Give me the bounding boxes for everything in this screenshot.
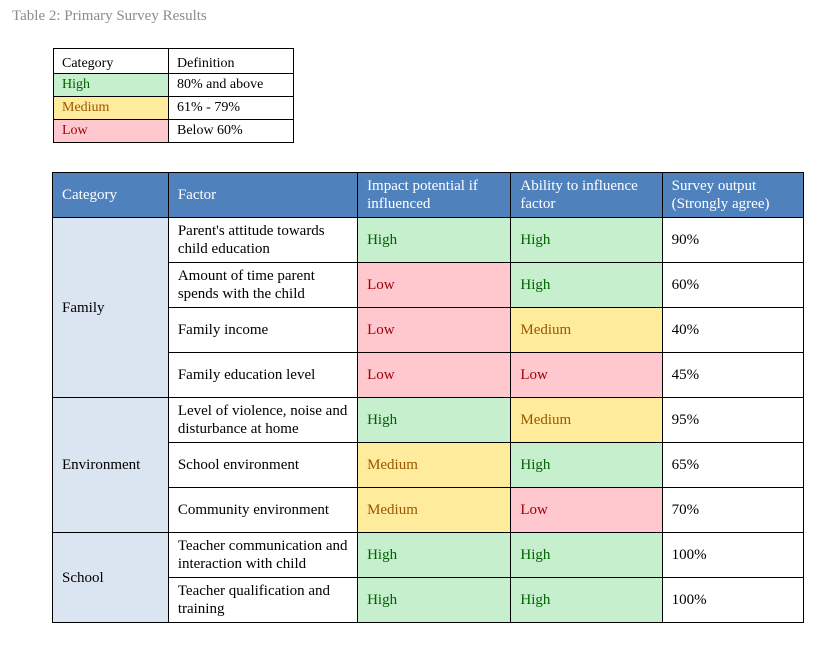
factor-cell: Parent's attitude towards child educatio… [167,217,359,263]
factor-cell: Community environment [167,487,359,533]
impact-cell: High [357,217,512,263]
impact-cell: High [357,397,512,443]
table-row: School Teacher communication and interac… [52,532,805,623]
table-header-row: Category Factor Impact potential if infl… [52,172,805,218]
table-row: Family Parent's attitude towards child e… [52,217,805,398]
factor-cell: Teacher qualification and training [167,577,359,623]
legend-level-low: Low [53,119,169,143]
factor-cell: Level of violence, noise and disturbance… [167,397,359,443]
factor-cell: School environment [167,442,359,488]
output-cell: 100% [661,577,805,623]
legend-table: Category Definition High 80% and above M… [53,48,294,143]
header-category: Category [52,172,169,218]
ability-cell: Low [510,352,663,398]
impact-cell: Medium [357,487,512,533]
table-row: School environment Medium High 65% [53,442,805,488]
ability-cell: High [510,532,663,578]
table-row: Family income Low Medium 40% [53,307,805,353]
impact-cell: Medium [357,442,512,488]
legend-header-category: Category [53,48,169,74]
legend-level-high: High [53,73,169,97]
ability-cell: High [510,262,663,308]
header-output: Survey output (Strongly agree) [661,172,805,218]
ability-cell: Medium [510,307,663,353]
factor-cell: Teacher communication and interaction wi… [167,532,359,578]
output-cell: 45% [661,352,805,398]
table-row: Environment Level of violence, noise and… [52,397,805,533]
survey-results-table: Category Factor Impact potential if infl… [52,172,805,623]
header-ability: Ability to influence factor [510,172,663,218]
legend-header-row: Category Definition [53,48,294,74]
ability-cell: Low [510,487,663,533]
output-cell: 40% [661,307,805,353]
output-cell: 70% [661,487,805,533]
legend-definition-low: Below 60% [168,119,294,143]
impact-cell: High [357,577,512,623]
impact-cell: Low [357,262,512,308]
legend-row-medium: Medium 61% - 79% [53,96,294,120]
factor-cell: Amount of time parent spends with the ch… [167,262,359,308]
table-row: Community environment Medium Low 70% [53,487,805,533]
impact-cell: High [357,532,512,578]
category-cell-school: School [52,532,169,623]
category-cell-environment: Environment [52,397,169,533]
ability-cell: Medium [510,397,663,443]
category-cell-family: Family [52,217,169,398]
table-row: Teacher qualification and training High … [53,577,805,623]
output-cell: 60% [661,262,805,308]
factor-cell: Family education level [167,352,359,398]
impact-cell: Low [357,352,512,398]
header-impact: Impact potential if influenced [357,172,512,218]
ability-cell: High [510,577,663,623]
table-caption: Table 2: Primary Survey Results [12,8,207,24]
legend-level-medium: Medium [53,96,169,120]
legend-definition-medium: 61% - 79% [168,96,294,120]
legend-row-high: High 80% and above [53,73,294,97]
ability-cell: High [510,442,663,488]
legend-header-definition: Definition [168,48,294,74]
factor-cell: Family income [167,307,359,353]
output-cell: 90% [661,217,805,263]
legend-definition-high: 80% and above [168,73,294,97]
ability-cell: High [510,217,663,263]
output-cell: 95% [661,397,805,443]
table-row: Amount of time parent spends with the ch… [53,262,805,308]
impact-cell: Low [357,307,512,353]
legend-row-low: Low Below 60% [53,119,294,143]
output-cell: 65% [661,442,805,488]
header-factor: Factor [167,172,359,218]
table-row: Family education level Low Low 45% [53,352,805,398]
output-cell: 100% [661,532,805,578]
